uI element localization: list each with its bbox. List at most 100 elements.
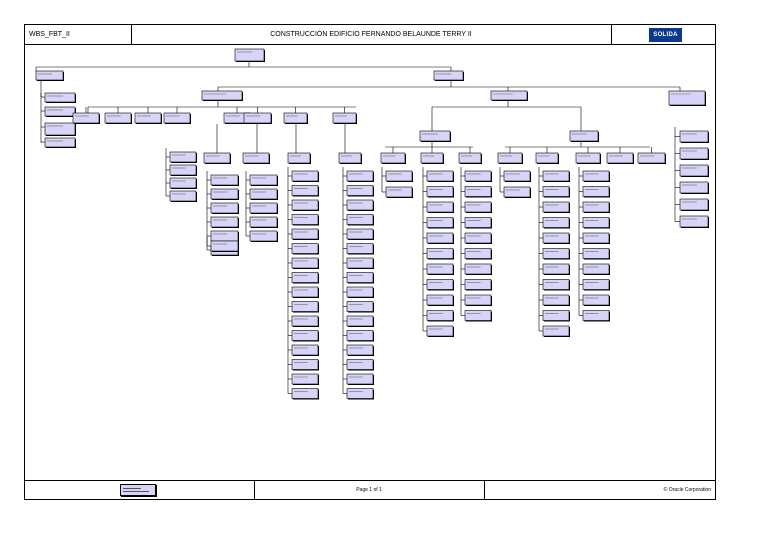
wbs-node bbox=[582, 217, 610, 229]
wbs-node bbox=[426, 232, 454, 244]
wbs-node bbox=[346, 243, 374, 255]
wbs-node bbox=[291, 228, 319, 240]
wbs-node bbox=[503, 170, 531, 182]
wbs-node bbox=[291, 170, 319, 182]
wbs-node bbox=[134, 112, 162, 124]
wbs-node bbox=[420, 152, 444, 164]
wbs-node bbox=[169, 177, 197, 189]
footer-divider bbox=[484, 481, 485, 500]
wbs-node bbox=[582, 263, 610, 275]
wbs-node bbox=[291, 330, 319, 342]
wbs-node bbox=[464, 232, 492, 244]
company-logo: SOLIDA bbox=[649, 28, 682, 42]
wbs-node bbox=[291, 344, 319, 356]
wbs-node bbox=[582, 186, 610, 198]
wbs-node bbox=[426, 279, 454, 291]
wbs-node bbox=[283, 112, 308, 124]
wbs-node bbox=[582, 170, 610, 182]
wbs-node bbox=[249, 188, 278, 200]
wbs-node bbox=[668, 90, 706, 106]
wbs-node bbox=[210, 240, 239, 252]
wbs-node bbox=[679, 198, 709, 211]
footer-divider bbox=[254, 481, 255, 500]
wbs-node bbox=[249, 230, 278, 242]
wbs-node bbox=[346, 315, 374, 327]
wbs-node bbox=[385, 170, 413, 182]
page-footer: Page 1 of 1 © Oracle Corporation bbox=[25, 480, 715, 500]
wbs-node bbox=[542, 248, 570, 260]
wbs-node bbox=[426, 294, 454, 306]
wbs-node bbox=[169, 151, 197, 163]
wbs-node bbox=[497, 152, 523, 164]
wbs-node bbox=[210, 174, 239, 186]
wbs-node bbox=[104, 112, 132, 124]
wbs-node bbox=[210, 188, 239, 200]
wbs-node bbox=[542, 232, 570, 244]
wbs-node bbox=[433, 70, 464, 81]
wbs-node bbox=[249, 202, 278, 214]
wbs-code: WBS_FBT_II bbox=[29, 31, 70, 38]
wbs-node bbox=[419, 130, 451, 142]
wbs-node bbox=[426, 325, 454, 337]
wbs-node bbox=[679, 147, 709, 160]
wbs-node bbox=[542, 217, 570, 229]
wbs-node bbox=[44, 92, 76, 103]
wbs-node bbox=[291, 388, 319, 400]
header-divider bbox=[131, 25, 132, 44]
wbs-node bbox=[679, 130, 709, 143]
wbs-tree bbox=[35, 48, 709, 400]
wbs-node bbox=[346, 228, 374, 240]
wbs-node bbox=[291, 373, 319, 385]
page-title: CONSTRUCCIÓN EDIFICIO FERNANDO BELAUNDE … bbox=[270, 31, 472, 38]
wbs-node bbox=[606, 152, 634, 164]
wbs-node bbox=[542, 186, 570, 198]
page-number: Page 1 of 1 bbox=[356, 487, 382, 493]
wbs-node bbox=[291, 359, 319, 371]
wbs-node bbox=[569, 130, 599, 142]
wbs-node bbox=[338, 152, 362, 164]
wbs-node bbox=[169, 164, 197, 176]
wbs-node bbox=[542, 170, 570, 182]
wbs-node bbox=[464, 201, 492, 213]
wbs-node bbox=[249, 216, 278, 228]
wbs-node bbox=[249, 174, 278, 186]
wbs-node bbox=[35, 70, 64, 81]
wbs-node bbox=[464, 294, 492, 306]
wbs-node bbox=[72, 112, 100, 124]
wbs-node bbox=[346, 286, 374, 298]
wbs-node bbox=[291, 286, 319, 298]
wbs-node bbox=[582, 232, 610, 244]
wbs-node bbox=[163, 112, 191, 124]
wbs-node bbox=[426, 310, 454, 322]
wbs-node bbox=[291, 214, 319, 226]
wbs-node bbox=[426, 263, 454, 275]
wbs-node bbox=[346, 214, 374, 226]
wbs-node bbox=[346, 388, 374, 400]
wbs-node bbox=[385, 186, 413, 198]
wbs-node bbox=[44, 137, 76, 148]
wbs-node bbox=[637, 152, 666, 164]
wbs-node bbox=[291, 243, 319, 255]
wbs-sheet: WBS_FBT_II CONSTRUCCIÓN EDIFICIO FERNAND… bbox=[24, 24, 716, 500]
wbs-node bbox=[464, 310, 492, 322]
wbs-node bbox=[346, 170, 374, 182]
wbs-node bbox=[458, 152, 482, 164]
wbs-node bbox=[346, 330, 374, 342]
wbs-node bbox=[503, 186, 531, 198]
wbs-node bbox=[346, 359, 374, 371]
wbs-node bbox=[380, 152, 406, 164]
wbs-node bbox=[201, 90, 243, 101]
header-divider bbox=[611, 25, 612, 44]
wbs-node bbox=[582, 310, 610, 322]
wbs-node bbox=[464, 248, 492, 260]
wbs-node bbox=[426, 217, 454, 229]
wbs-node bbox=[44, 122, 76, 136]
wbs-node bbox=[346, 199, 374, 211]
wbs-node bbox=[346, 373, 374, 385]
wbs-node bbox=[291, 272, 319, 284]
wbs-node bbox=[542, 325, 570, 337]
wbs-node bbox=[287, 152, 311, 164]
wbs-node bbox=[542, 294, 570, 306]
wbs-node bbox=[346, 301, 374, 313]
wbs-node bbox=[464, 186, 492, 198]
